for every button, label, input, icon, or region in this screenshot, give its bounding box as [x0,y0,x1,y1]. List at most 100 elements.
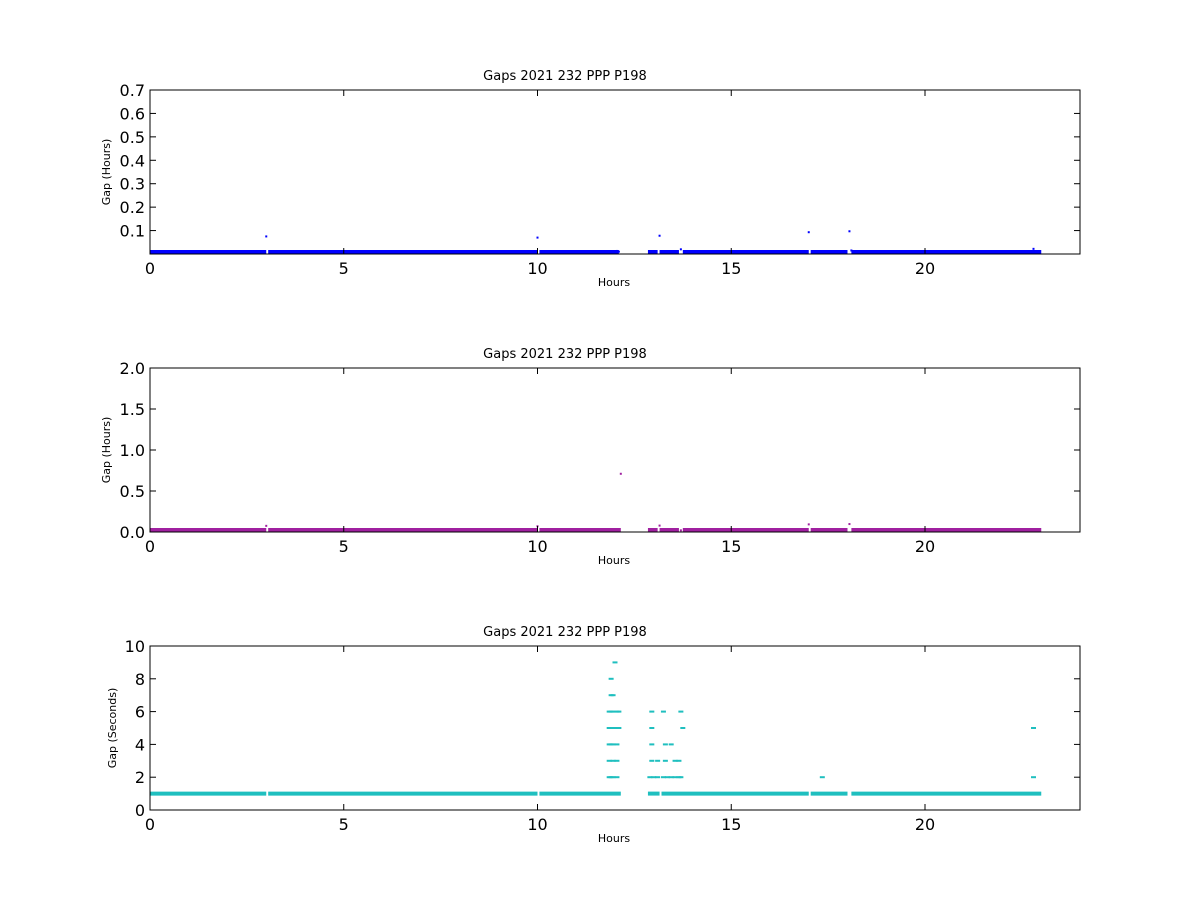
data-point [658,234,661,237]
data-point [615,249,618,252]
data-point [616,710,622,713]
data-point [614,776,620,779]
data-point [660,776,666,779]
data-point [655,759,661,762]
y-tick-label: 0.0 [120,523,145,542]
data-point [614,743,620,746]
data-point [1031,776,1036,779]
y-axis-label: Gap (Hours) [100,139,113,206]
y-tick-label: 0.5 [120,128,145,147]
x-tick-label: 15 [721,815,741,834]
x-tick-label: 15 [721,259,741,278]
x-tick-label: 20 [915,815,935,834]
data-point [617,250,620,253]
data-point [850,249,853,252]
y-tick-label: 2.0 [120,359,145,378]
y-tick-label: 6 [135,703,145,722]
y-tick-label: 0.7 [120,81,145,100]
data-point [608,677,614,680]
data-point [819,776,825,779]
x-tick-label: 20 [915,259,935,278]
data-point [672,776,678,779]
data-point [1031,727,1036,729]
data-point [651,776,657,779]
x-tick-label: 5 [339,259,349,278]
data-point [612,661,618,664]
x-tick-label: 5 [339,815,349,834]
data-point [848,230,851,233]
plot-frame [149,89,1081,255]
x-tick-label: 0 [145,259,155,278]
data-point [658,524,661,527]
data-point [610,759,616,762]
y-tick-label: 0.1 [120,222,145,241]
y-tick-label: 0 [135,801,145,820]
data-point [680,727,686,729]
data-point [649,710,655,713]
plot-frame [149,645,1081,811]
data-point [647,776,653,779]
x-tick-label: 10 [527,259,547,278]
gaps-hours-panel-top: Gaps 2021 232 PPP P198 Hours Gap (Hours) 0 5… [100,69,1081,289]
y-tick-label: 4 [135,735,145,754]
data-point [662,743,668,746]
y-tick-label: 2 [135,768,145,787]
y-tick-label: 1.5 [120,400,145,419]
data-point [610,694,616,697]
data-point [1032,247,1035,250]
data-point [672,759,678,762]
x-tick-label: 15 [721,537,741,556]
plot-frame [149,367,1081,533]
y-tick-label: 0.4 [120,151,145,170]
y-tick-label: 1.0 [120,441,145,460]
y-tick-label: 10 [125,637,145,656]
x-axis-label: Hours [598,832,630,845]
data-point [668,743,674,746]
data-point [649,743,655,746]
data-point [664,776,670,779]
data-point [610,710,616,713]
data-point [662,759,668,762]
data-point [679,529,682,532]
data-point [536,236,539,239]
data-point [619,472,622,475]
data-point [614,759,620,762]
y-tick-label: 0.6 [120,104,145,123]
data-point [660,710,666,713]
chart-title: Gaps 2021 232 PPP P198 [483,69,647,84]
data-point [807,523,810,526]
data-point [668,776,674,779]
y-axis-label: Gap (Seconds) [106,688,119,769]
data-point [265,235,268,238]
data-point [610,776,616,779]
x-tick-label: 0 [145,537,155,556]
data-point [649,727,655,729]
x-tick-label: 10 [527,815,547,834]
y-tick-label: 0.2 [120,198,145,217]
gaps-seconds-panel-bottom: Gaps 2021 232 PPP P198 Hours Gap (Seconds)… [106,625,1081,845]
data-point [610,727,616,729]
data-point [606,727,612,729]
data-point [678,710,684,713]
data-point [678,776,684,779]
y-tick-label: 0.3 [120,175,145,194]
chart-title: Gaps 2021 232 PPP P198 [483,347,647,362]
x-tick-label: 5 [339,537,349,556]
y-axis-label: Gap (Hours) [100,417,113,484]
data-point [265,524,268,527]
data-point [807,231,810,234]
gaps-hours-panel-middle: Gaps 2021 232 PPP P198 Hours Gap (Hours) 0 5… [100,347,1081,567]
data-point [679,248,682,251]
x-axis-label: Hours [598,554,630,567]
x-tick-label: 10 [527,537,547,556]
data-point [610,743,616,746]
x-axis-label: Hours [598,276,630,289]
y-tick-label: 0.5 [120,482,145,501]
data-point [848,523,851,526]
x-tick-label: 20 [915,537,935,556]
chart-title: Gaps 2021 232 PPP P198 [483,625,647,640]
data-point [655,776,661,779]
data-point [616,727,622,729]
data-point [606,759,612,762]
